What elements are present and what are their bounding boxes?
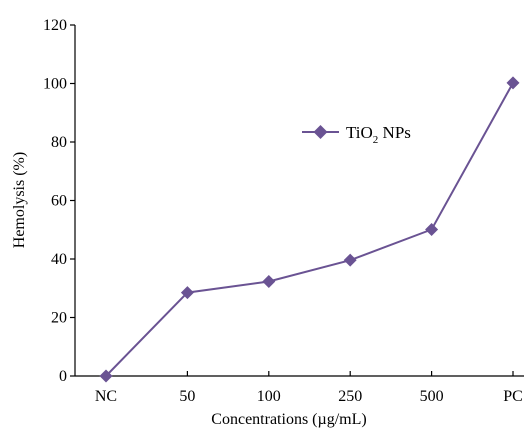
series-layer — [99, 76, 520, 383]
x-tick-label: 250 — [338, 388, 362, 405]
x-tick-label: 50 — [179, 388, 195, 405]
data-point-marker — [99, 369, 113, 383]
data-point-marker — [343, 253, 357, 267]
y-axis: 0 20 40 60 80 100 120 — [43, 17, 76, 385]
y-tick-label: 60 — [51, 193, 67, 210]
y-axis-title: Hemolysis (%) — [11, 152, 28, 248]
y-tick-label: 0 — [59, 368, 67, 385]
x-tick-label: NC — [95, 388, 117, 405]
data-point-marker — [506, 76, 520, 90]
x-tick-label: 100 — [257, 388, 281, 405]
series-line — [105, 82, 514, 377]
data-point-marker — [180, 286, 194, 300]
y-tick-label: 80 — [51, 134, 67, 151]
y-tick-label: 40 — [51, 251, 67, 268]
data-point-marker — [262, 275, 276, 289]
y-tick-label: 120 — [43, 17, 67, 34]
legend-label-sub: 2 — [373, 134, 379, 146]
y-tick-label: 100 — [43, 76, 67, 93]
legend: TiO2 NPs — [302, 123, 411, 146]
legend-label: TiO2 NPs — [346, 123, 411, 146]
x-tick-label: 500 — [420, 388, 444, 405]
x-axis-title: Concentrations (µg/mL) — [211, 411, 366, 428]
legend-label-base: TiO — [346, 123, 373, 142]
x-axis: NC 50 100 250 500 PC — [75, 371, 524, 405]
data-point-marker — [425, 222, 439, 236]
legend-marker — [313, 125, 328, 139]
x-tick-label: PC — [503, 388, 523, 405]
y-tick-label: 20 — [51, 310, 67, 327]
legend-label-rest: NPs — [378, 123, 411, 142]
